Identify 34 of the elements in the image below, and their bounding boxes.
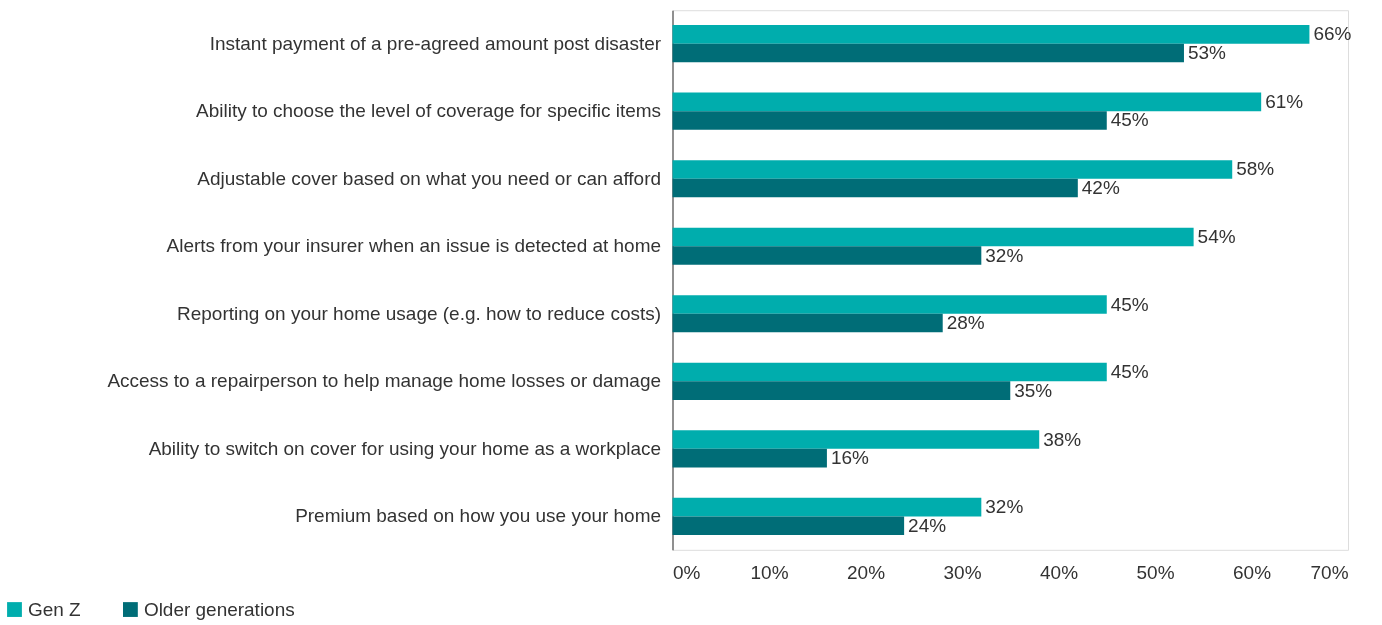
data-label: 66% bbox=[1313, 23, 1352, 45]
x-tick-label: 30% bbox=[943, 562, 982, 584]
data-label: 28% bbox=[946, 312, 985, 334]
data-label: 54% bbox=[1197, 225, 1236, 247]
x-tick-label: 20% bbox=[847, 562, 886, 584]
x-tick-label: 0% bbox=[673, 562, 701, 584]
data-label: 32% bbox=[985, 496, 1024, 518]
y-tick-label: Access to a repairperson to help manage home losses or damage bbox=[107, 370, 662, 392]
x-tick-label: 60% bbox=[1233, 562, 1272, 584]
data-label: 38% bbox=[1043, 428, 1082, 450]
data-label: 53% bbox=[1187, 41, 1227, 63]
x-tick-label: 50% bbox=[1136, 562, 1175, 584]
x-tick-label: 70% bbox=[1310, 562, 1349, 584]
y-tick-label: Instant payment of a pre-agreed amount post disaster bbox=[209, 32, 662, 54]
data-label: 45% bbox=[1110, 293, 1149, 315]
data-label: 32% bbox=[985, 244, 1024, 266]
legend-label: Gen Z bbox=[27, 598, 81, 620]
y-tick-label: Adjustable cover based on what you need or can afford bbox=[197, 167, 662, 189]
y-tick-label: Reporting on your home usage (e.g. how to reduce costs) bbox=[177, 302, 662, 324]
x-tick-label: 10% bbox=[750, 562, 789, 584]
data-label: 35% bbox=[1014, 379, 1053, 401]
legend-label: Older generations bbox=[143, 598, 295, 620]
data-label: 58% bbox=[1236, 158, 1275, 180]
y-tick-label: Premium based on how you use your home bbox=[295, 505, 662, 527]
x-tick-label: 40% bbox=[1040, 562, 1079, 584]
data-label: 61% bbox=[1265, 90, 1304, 112]
data-label: 24% bbox=[908, 514, 947, 536]
y-tick-label: Ability to choose the level of coverage for specific items bbox=[196, 100, 662, 122]
data-label: 45% bbox=[1110, 109, 1149, 131]
data-label: 16% bbox=[830, 447, 870, 469]
data-label: 45% bbox=[1110, 361, 1149, 383]
y-tick-label: Ability to switch on cover for using your home as a workplace bbox=[148, 437, 662, 459]
y-tick-label: Alerts from your insurer when an issue is detected at home bbox=[166, 235, 662, 257]
data-label: 42% bbox=[1081, 177, 1120, 198]
